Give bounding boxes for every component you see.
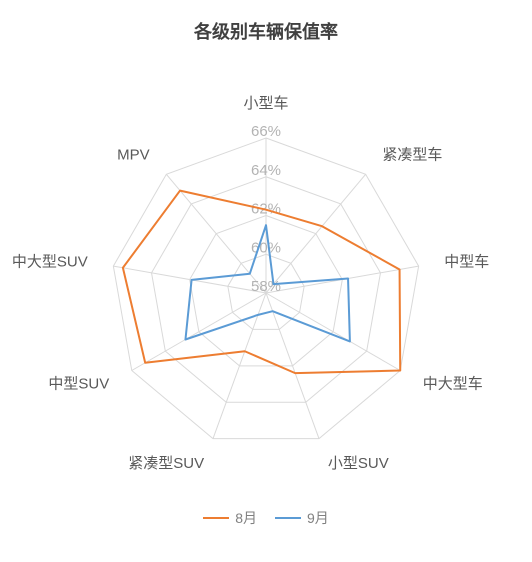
- category-label: 小型SUV: [328, 455, 389, 472]
- category-label: 中大型SUV: [12, 254, 88, 271]
- radar-chart: 58%60%62%64%66%小型车紧凑型车中型车中大型车小型SUV紧凑型SUV…: [0, 48, 532, 508]
- legend-label: 8月: [235, 508, 257, 528]
- category-label: 紧凑型SUV: [128, 455, 204, 472]
- category-label: 中大型车: [423, 376, 483, 393]
- grid-spoke: [266, 293, 400, 371]
- legend-item[interactable]: 8月: [203, 508, 257, 528]
- legend-item[interactable]: 9月: [275, 508, 329, 528]
- grid-spoke: [166, 174, 266, 293]
- radial-tick-label: 58%: [251, 278, 281, 295]
- legend: 8月 9月: [0, 508, 532, 528]
- radar-svg: 58%60%62%64%66%小型车紧凑型车中型车中大型车小型SUV紧凑型SUV…: [0, 48, 532, 508]
- radial-tick-label: 66%: [251, 123, 281, 140]
- chart-title: 各级别车辆保值率: [0, 0, 532, 48]
- legend-label: 9月: [307, 508, 329, 528]
- grid-spoke: [132, 293, 266, 371]
- category-label: 紧凑型车: [382, 146, 442, 163]
- category-label: MPV: [117, 146, 150, 163]
- legend-swatch: [275, 517, 301, 519]
- category-label: 中型车: [444, 254, 489, 271]
- grid-spoke: [266, 174, 366, 293]
- category-label: 小型车: [243, 95, 288, 112]
- radial-tick-label: 64%: [251, 162, 281, 179]
- category-label: 中型SUV: [48, 376, 109, 393]
- legend-swatch: [203, 517, 229, 519]
